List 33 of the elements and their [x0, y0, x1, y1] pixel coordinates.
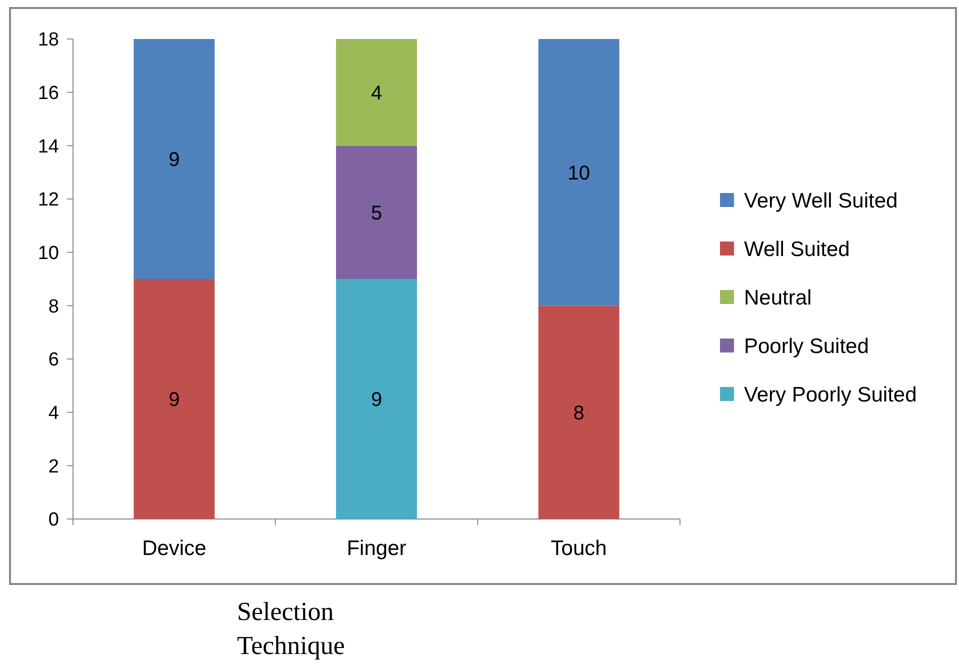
data-label: 10	[568, 162, 590, 184]
x-tick-label: Touch	[550, 537, 607, 560]
y-tick-label: 18	[38, 30, 59, 51]
data-label: 9	[168, 149, 180, 171]
data-label: 5	[370, 202, 382, 224]
bar	[134, 39, 215, 279]
bar	[134, 279, 215, 519]
y-tick-label: 4	[48, 402, 60, 424]
y-tick-label: 16	[38, 82, 59, 104]
y-tick-label: 2	[48, 456, 59, 478]
legend-label: Poorly Suited	[744, 334, 869, 358]
data-label: 4	[370, 82, 382, 104]
data-label: 9	[168, 389, 180, 411]
y-tick-label: 6	[48, 350, 59, 371]
data-label: 9	[370, 389, 382, 411]
y-tick-label: 12	[38, 190, 59, 211]
bar	[336, 39, 417, 146]
y-tick-label: 14	[38, 136, 60, 158]
y-tick-label: 8	[48, 296, 59, 318]
y-tick-label: 0	[48, 510, 59, 531]
bar	[336, 146, 417, 279]
data-label: 8	[573, 402, 584, 424]
x-axis-title: Selection Technique	[237, 597, 345, 660]
y-tick-label: 10	[38, 242, 59, 264]
bar	[538, 39, 620, 306]
legend-label: Very Poorly Suited	[744, 383, 917, 406]
bar	[336, 279, 417, 519]
legend-label: Very Well Suited	[744, 189, 898, 212]
legend-label: Well Suited	[744, 238, 850, 261]
x-tick-label: Finger	[346, 537, 406, 560]
bar	[538, 306, 620, 519]
x-tick-label: Device	[142, 537, 206, 560]
legend-label: Neutral	[744, 286, 812, 310]
